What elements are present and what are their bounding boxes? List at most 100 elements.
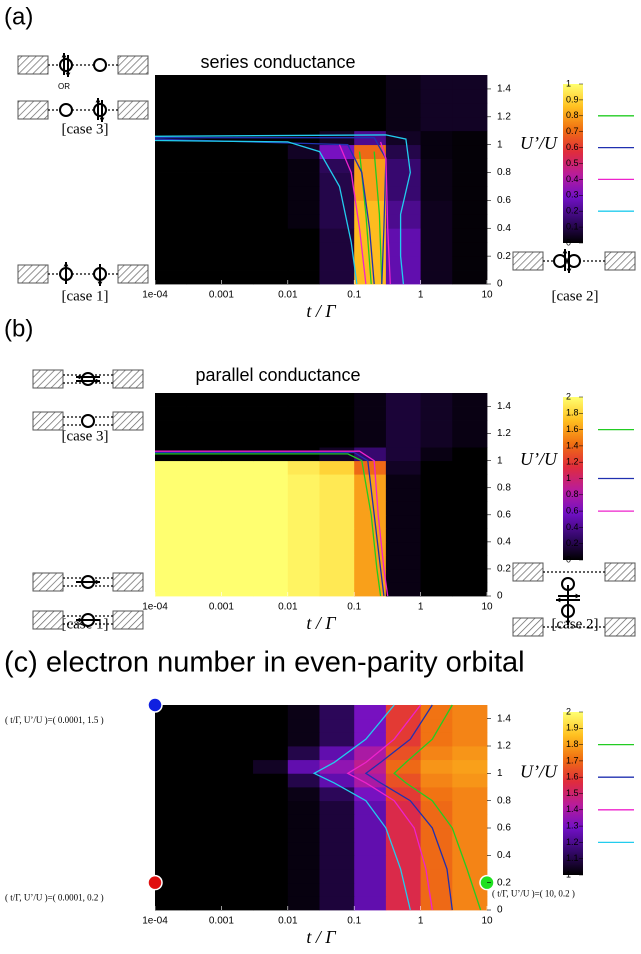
- heat-cell: [420, 186, 453, 201]
- y-tick-label: 1: [497, 455, 503, 466]
- heat-cell: [420, 718, 453, 733]
- heat-cell: [221, 242, 254, 257]
- y-tick-label: 1.4: [497, 713, 511, 724]
- heat-cell: [420, 896, 453, 911]
- heat-cell: [186, 270, 222, 285]
- heat-cell: [253, 800, 289, 815]
- x-axis-label: t / Γ: [306, 927, 336, 947]
- arrow-head: [97, 281, 103, 286]
- heat-cell: [221, 501, 254, 516]
- heat-cell: [253, 541, 289, 556]
- heat-cell: [452, 568, 488, 583]
- colorbar-tick-label: 0.7: [566, 126, 579, 136]
- heat-cell: [385, 828, 421, 843]
- heat-cell: [221, 896, 254, 911]
- heat-cell: [354, 406, 387, 421]
- lead: [17, 100, 49, 120]
- heat-cell: [221, 393, 254, 407]
- heat-cell: [253, 555, 289, 570]
- colorbar-tick-label: 0.4: [566, 174, 579, 184]
- y-tick-label: 0.8: [497, 482, 511, 493]
- heat-cell: [420, 732, 453, 747]
- case-label: [case 2]: [551, 288, 598, 304]
- heat-cell: [452, 130, 488, 146]
- heat-cell: [420, 102, 453, 118]
- heat-cell: [452, 393, 488, 407]
- colorbar-tick-label: 1: [566, 473, 571, 483]
- colorbar-tick-label: 1: [566, 78, 571, 88]
- heat-cell: [287, 75, 320, 90]
- heat-cell: [287, 896, 320, 911]
- heat-cell: [287, 514, 320, 529]
- colorbar-tick-label: 0.1: [566, 221, 579, 231]
- heat-cell: [221, 705, 254, 720]
- heat-cell: [385, 420, 421, 434]
- heat-cell: [319, 474, 355, 489]
- heat-cell: [186, 393, 222, 407]
- heat-cell: [452, 746, 488, 761]
- heat-cell: [452, 75, 488, 90]
- heat-cell: [420, 447, 453, 462]
- heat-cell: [253, 158, 289, 173]
- heat-cell: [319, 882, 355, 897]
- heat-cell: [354, 855, 387, 870]
- case-label: OR: [58, 82, 70, 91]
- heat-cell: [385, 800, 421, 815]
- heat-cell: [319, 582, 355, 597]
- heat-cell: [221, 759, 254, 774]
- point-label: ( t/Γ, U’/U )=( 0.0001, 0.2 ): [5, 893, 104, 903]
- heat-cell: [385, 75, 421, 90]
- colorbar: [563, 84, 583, 243]
- heat-cell: [452, 158, 488, 173]
- heat-cell: [253, 200, 289, 215]
- heat-cell: [420, 541, 453, 556]
- lead: [112, 411, 144, 431]
- heat-cell: [155, 256, 188, 271]
- colorbar-tick-label: 1.1: [566, 853, 579, 863]
- marker-point: [147, 697, 163, 713]
- heat-cell: [253, 214, 289, 229]
- heat-cell: [253, 718, 289, 733]
- arrow-head: [76, 374, 81, 380]
- heat-cell: [186, 718, 222, 733]
- heat-cell: [155, 841, 188, 856]
- heat-cell: [155, 88, 188, 104]
- heat-cell: [420, 460, 453, 475]
- x-tick-label: 10: [481, 602, 493, 613]
- heat-cell: [319, 88, 355, 104]
- x-tick-label: 1: [418, 290, 424, 301]
- heat-cell: [319, 433, 355, 448]
- heat-cell: [420, 582, 453, 597]
- heat-cell: [385, 130, 421, 146]
- panel-label: (c) electron number in even-parity orbit…: [4, 647, 525, 679]
- heat-cell: [287, 501, 320, 516]
- heat-cell: [253, 393, 289, 407]
- heat-cell: [354, 75, 387, 90]
- heat-cell: [186, 814, 222, 829]
- heat-cell: [287, 718, 320, 733]
- heat-cell: [354, 116, 387, 132]
- heat-cell: [253, 242, 289, 257]
- heat-cell: [186, 144, 222, 159]
- heat-cell: [155, 718, 188, 733]
- lead: [112, 572, 144, 592]
- arrow-head: [95, 98, 101, 103]
- x-tick-label: 0.001: [209, 602, 234, 613]
- heat-cell: [221, 582, 254, 597]
- heat-cell: [287, 242, 320, 257]
- dot: [93, 103, 107, 117]
- heat-cell: [420, 420, 453, 434]
- heat-cell: [452, 186, 488, 201]
- heat-cell: [287, 814, 320, 829]
- heat-cell: [420, 88, 453, 104]
- heat-cell: [319, 568, 355, 583]
- heat-cell: [385, 501, 421, 516]
- heat-cell: [420, 130, 453, 146]
- colorbar-tick-label: 1.4: [566, 440, 579, 450]
- heat-cell: [221, 746, 254, 761]
- heat-cell: [420, 214, 453, 229]
- heat-cell: [319, 420, 355, 434]
- heat-cell: [253, 882, 289, 897]
- heat-cell: [155, 759, 188, 774]
- heat-cell: [253, 514, 289, 529]
